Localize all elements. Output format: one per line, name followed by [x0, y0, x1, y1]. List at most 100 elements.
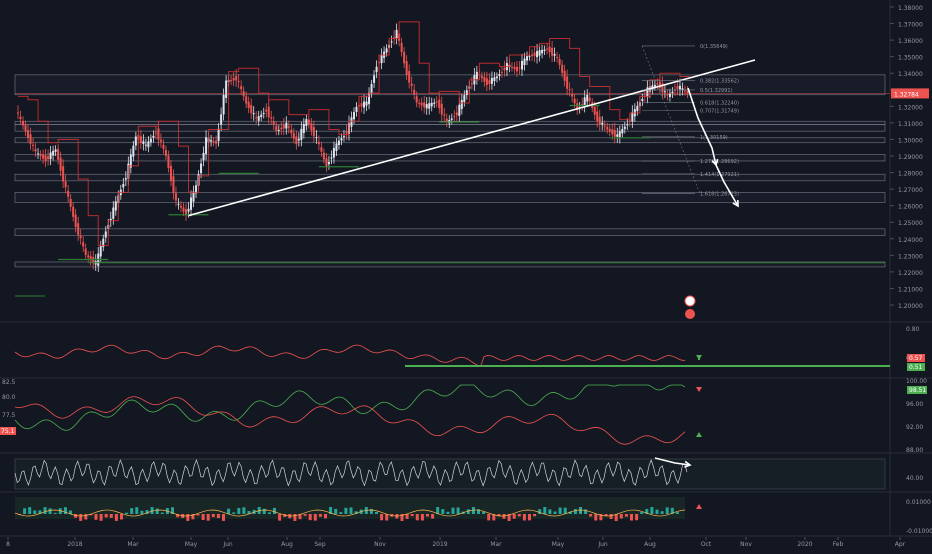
- histogram-bar: [594, 514, 598, 521]
- candle-body: [583, 97, 586, 106]
- histogram-bar: [28, 507, 32, 514]
- candle-body: [129, 154, 132, 168]
- candle-body: [159, 139, 162, 142]
- y-tick-label: 1.27000: [898, 187, 923, 194]
- candle-body: [154, 132, 157, 134]
- candle-body: [280, 127, 283, 130]
- histogram-bar: [415, 514, 419, 521]
- candle-body: [548, 46, 551, 53]
- candle-body: [408, 70, 411, 83]
- candle-body: [172, 176, 175, 194]
- histogram-bar: [38, 510, 42, 514]
- candle-body: [608, 128, 611, 132]
- x-tick-label: Jun: [597, 541, 608, 548]
- x-tick-label: Apr: [895, 541, 906, 548]
- candle-body: [225, 80, 228, 98]
- ind4-signal-line: [14, 509, 686, 517]
- histogram-bar: [604, 514, 608, 517]
- price-zone: [14, 154, 886, 162]
- ind2-badge-green-text: 98.51: [909, 387, 926, 394]
- candle-body: [515, 66, 518, 72]
- candle-body: [536, 51, 539, 58]
- candle-body: [628, 120, 631, 122]
- ind2-tick-right: 100.00: [906, 378, 927, 385]
- candle-body: [174, 193, 177, 201]
- y-tick-label: 1.29000: [898, 154, 923, 161]
- histogram-bar: [538, 509, 542, 514]
- candle-body: [435, 101, 438, 103]
- histogram-bar: [589, 514, 593, 517]
- x-tick-label: May: [552, 541, 565, 548]
- candle-body: [220, 114, 223, 125]
- candle-body: [480, 75, 483, 79]
- candle-body: [556, 56, 559, 58]
- candle-body: [337, 140, 340, 145]
- histogram-bar: [33, 510, 37, 514]
- histogram-bar: [23, 508, 27, 514]
- candle-body: [310, 123, 313, 131]
- y-tick-label: 1.35000: [898, 55, 923, 62]
- histogram-bar: [640, 512, 644, 514]
- candle-body: [89, 256, 92, 261]
- histogram-bar: [74, 514, 78, 518]
- histogram-bar: [451, 507, 455, 514]
- price-zone: [14, 173, 886, 182]
- candle-body: [470, 83, 473, 85]
- candle-body: [84, 248, 87, 255]
- candle-body: [603, 125, 606, 127]
- price-zone: [14, 228, 886, 236]
- histogram-bar: [456, 507, 460, 514]
- fib-diagonal: [641, 45, 701, 194]
- candle-body: [34, 149, 37, 152]
- fib-label: 1(1.30159): [700, 135, 728, 141]
- candle-body: [561, 64, 564, 73]
- candle-body: [302, 123, 305, 133]
- fib-label: 0.618(1.32240): [700, 100, 739, 106]
- x-tick-label: Mar: [490, 541, 502, 548]
- histogram-bar: [533, 514, 537, 517]
- candle-body: [546, 48, 549, 50]
- candle-body: [681, 88, 684, 90]
- histogram-bar: [303, 514, 307, 516]
- ind2-badge-red-text: 75.1: [1, 428, 15, 435]
- candle-body: [618, 131, 621, 138]
- ind4-tick-label: 0.01000: [906, 499, 931, 506]
- last-price-value: 1.32784: [894, 91, 919, 98]
- x-tick-label: Mar: [127, 541, 139, 548]
- candle-body: [134, 136, 137, 146]
- candle-body: [543, 49, 546, 51]
- histogram-bar: [155, 508, 159, 514]
- candle-body: [177, 203, 180, 205]
- histogram-bar: [109, 514, 113, 518]
- candle-body: [77, 223, 80, 235]
- candle-body: [425, 104, 428, 109]
- ind1-badge-green: [907, 363, 925, 371]
- candle-body: [192, 191, 195, 202]
- ind2-tick-left: 82.5: [2, 379, 16, 386]
- candle-body: [613, 129, 616, 137]
- candle-body: [49, 152, 52, 160]
- indicator3-line: [14, 459, 688, 487]
- histogram-bar: [53, 512, 57, 514]
- candle-body: [72, 206, 75, 217]
- histogram-bar: [206, 514, 210, 521]
- histogram-bar: [237, 507, 241, 514]
- candle-body: [686, 90, 689, 94]
- histogram-bar: [150, 507, 154, 514]
- candle-body: [483, 77, 486, 82]
- histogram-bar: [553, 511, 557, 514]
- candle-body: [541, 49, 544, 54]
- candle-body: [498, 74, 501, 76]
- candle-body: [187, 208, 190, 212]
- candle-body: [37, 153, 40, 155]
- candle-body: [312, 127, 315, 137]
- candle-body: [531, 54, 534, 56]
- histogram-bar: [354, 511, 358, 514]
- histogram-bar: [43, 507, 47, 514]
- candle-body: [521, 60, 523, 70]
- candle-body: [385, 48, 388, 53]
- histogram-bar: [573, 509, 577, 514]
- candle-body: [596, 111, 599, 122]
